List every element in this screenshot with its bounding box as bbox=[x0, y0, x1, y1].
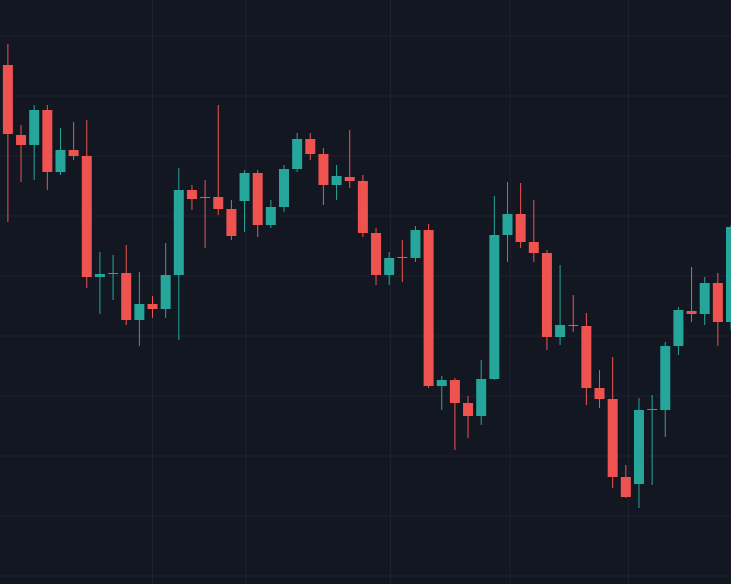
candle-body bbox=[436, 380, 447, 386]
candle-body bbox=[318, 154, 329, 185]
candle-body bbox=[410, 230, 421, 258]
candle-body bbox=[541, 253, 552, 337]
candle-body bbox=[239, 173, 250, 201]
candle-body bbox=[292, 139, 303, 169]
candle-body bbox=[147, 304, 158, 309]
candle-body bbox=[29, 110, 40, 145]
candle-body bbox=[528, 242, 539, 253]
candle-body bbox=[200, 197, 211, 198]
candle-body bbox=[213, 197, 224, 209]
candle-body bbox=[94, 274, 105, 277]
candle-body bbox=[581, 326, 592, 388]
candle-body bbox=[712, 283, 723, 322]
candle-body bbox=[463, 403, 474, 416]
candle-body bbox=[476, 379, 487, 416]
candle-body bbox=[449, 380, 460, 403]
candle-body bbox=[357, 181, 368, 233]
candle-body bbox=[515, 214, 526, 242]
candle-body bbox=[647, 409, 658, 410]
candle-body bbox=[173, 190, 184, 275]
candle-body bbox=[160, 275, 171, 309]
candle-body bbox=[555, 325, 566, 337]
candle-body bbox=[371, 233, 382, 275]
candle-body bbox=[699, 283, 710, 314]
candle-body bbox=[108, 273, 119, 274]
candle-body bbox=[726, 227, 731, 322]
candle-body bbox=[607, 399, 618, 477]
candle-body bbox=[673, 310, 684, 346]
candle-body bbox=[2, 65, 13, 134]
candle-body bbox=[423, 230, 434, 386]
candle-body bbox=[121, 273, 132, 320]
candle-body bbox=[633, 410, 644, 484]
candle-body bbox=[344, 177, 355, 181]
candle-body bbox=[594, 388, 605, 399]
candle-body bbox=[384, 258, 395, 275]
candle-body bbox=[252, 173, 263, 225]
candle-body bbox=[305, 139, 316, 154]
candle-body bbox=[502, 214, 513, 235]
candle-body bbox=[134, 304, 145, 320]
candle-body bbox=[278, 169, 289, 207]
candle-body bbox=[16, 135, 27, 145]
candle-body bbox=[489, 235, 500, 379]
candle-body bbox=[660, 346, 671, 410]
candle-body bbox=[620, 477, 631, 497]
candle-body bbox=[265, 207, 276, 225]
candle-body bbox=[331, 176, 342, 185]
candle-body bbox=[226, 209, 237, 236]
candle-body bbox=[68, 150, 79, 156]
candle-body bbox=[55, 150, 66, 172]
candle-body bbox=[81, 156, 92, 277]
candle-body bbox=[397, 257, 408, 258]
candle-body bbox=[42, 110, 53, 172]
candle-body bbox=[568, 325, 579, 326]
candle-body bbox=[186, 190, 197, 199]
candle-body bbox=[686, 311, 697, 314]
